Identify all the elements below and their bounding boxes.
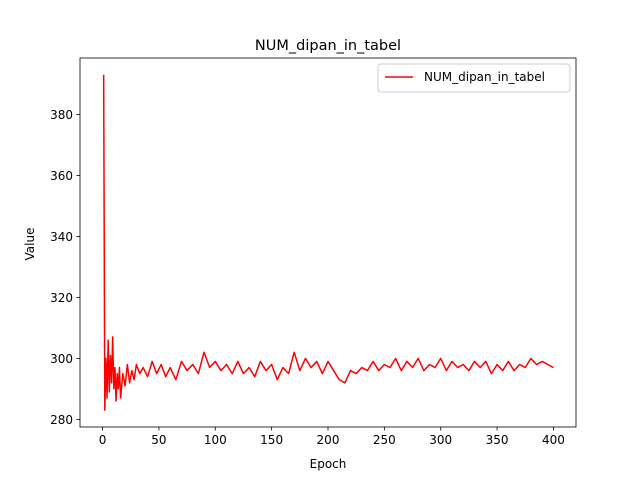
legend-box	[377, 63, 571, 93]
legend: NUM_dipan_in_tabel	[377, 63, 571, 93]
x-axis-label: Epoch	[310, 457, 347, 471]
y-tick-label: 380	[50, 108, 73, 122]
legend-label: NUM_dipan_in_tabel	[424, 70, 545, 84]
series-line-0	[102, 74, 554, 411]
plot-area: 0 50 100 150 200 250 300 350 400 280 300 320 340 360 3…	[50, 57, 577, 447]
y-tick-label: 320	[50, 291, 73, 305]
y-tick-label: 340	[50, 230, 73, 244]
x-tick-label: 50	[151, 433, 166, 447]
x-tick-label: 300	[429, 433, 452, 447]
x-tick-label: 200	[317, 433, 340, 447]
x-tick-label: 0	[99, 433, 107, 447]
y-axis-label: Value	[23, 228, 37, 261]
x-tick-label: 100	[204, 433, 227, 447]
y-tick-label: 300	[50, 352, 73, 366]
y-tick-label: 360	[50, 169, 73, 183]
x-tick-label: 250	[373, 433, 396, 447]
x-tick-label: 150	[260, 433, 283, 447]
x-tick-label: 350	[486, 433, 509, 447]
chart-title: NUM_dipan_in_tabel	[255, 38, 401, 54]
y-tick-label: 280	[50, 413, 73, 427]
x-tick-label: 400	[542, 433, 565, 447]
